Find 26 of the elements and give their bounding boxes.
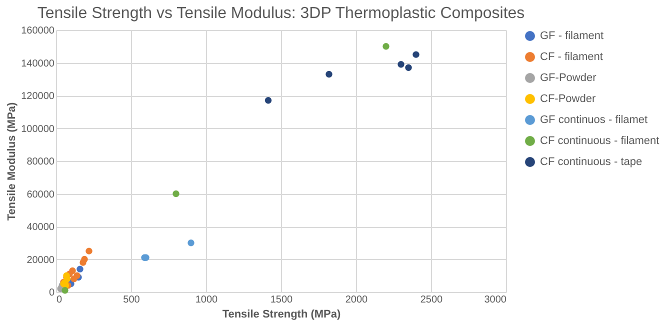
- legend-label: CF continuous - filament: [540, 135, 660, 147]
- y-tick-label: 40000: [26, 222, 55, 233]
- y-tick-label: 100000: [21, 124, 55, 135]
- y-tick-label: 160000: [21, 26, 55, 36]
- y-tick-label: 20000: [26, 254, 55, 266]
- x-axis-title: Tensile Strength (MPa): [222, 308, 342, 320]
- legend-label: CF-Powder: [540, 93, 596, 105]
- y-tick-label: 140000: [21, 58, 55, 70]
- legend-label: GF-Powder: [540, 72, 597, 84]
- x-tick-label: 0: [56, 294, 62, 306]
- y-tick-label: 60000: [26, 189, 55, 200]
- x-tick-label: 1500: [270, 294, 294, 306]
- y-axis-title: Tensile Modulus (MPa): [6, 102, 18, 221]
- chart-title: Tensile Strength vs Tensile Modulus: 3DP Thermoplastic Composites: [37, 5, 525, 22]
- x-tick-label: 2500: [420, 294, 444, 306]
- legend-label: GF continuos - filamet: [540, 114, 648, 126]
- x-tick-label: 3000: [484, 294, 507, 306]
- y-tick-label: 0: [48, 288, 55, 298]
- legend-label: CF continuous - tape: [540, 156, 642, 168]
- legend-label: CF - filament: [540, 51, 603, 63]
- x-tick-label: 1000: [195, 294, 218, 306]
- x-tick-label: 500: [123, 294, 140, 306]
- y-tick-label: 80000: [26, 156, 55, 168]
- legend-label: GF - filament: [540, 30, 604, 42]
- y-tick-label: 120000: [21, 91, 55, 102]
- x-tick-label: 2000: [345, 294, 368, 306]
